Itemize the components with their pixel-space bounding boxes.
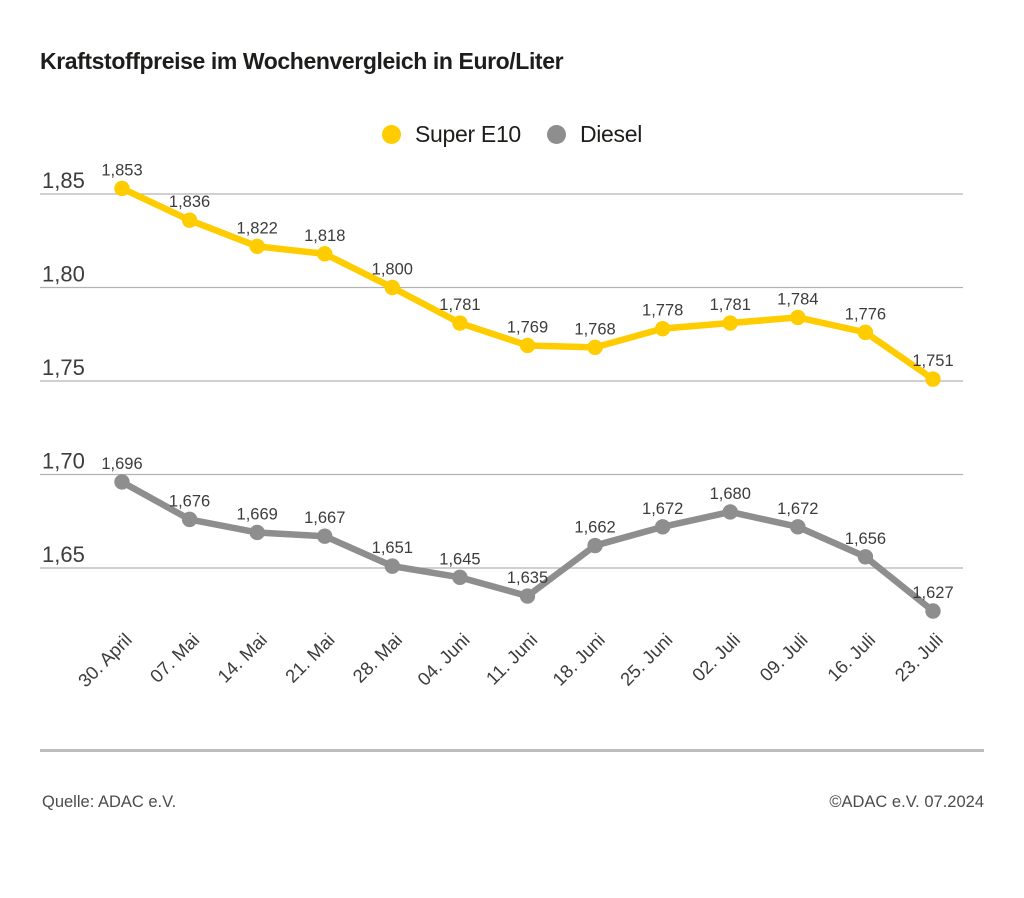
y-tick-label: 1,85 (42, 168, 85, 193)
data-point-label: 1,651 (372, 539, 413, 557)
data-point (317, 246, 333, 262)
data-point (857, 549, 874, 565)
data-point (722, 315, 738, 331)
x-tick-label: 09. Juli (755, 629, 811, 685)
data-point-label: 1,776 (845, 305, 886, 323)
y-tick-label: 1,65 (42, 542, 85, 567)
footer: Quelle: ADAC e.V. ©ADAC e.V. 07.2024 (42, 793, 984, 812)
x-tick-label: 23. Juli (891, 629, 947, 685)
data-point-label: 1,669 (237, 505, 278, 523)
legend-item-super-e10: Super E10 (381, 121, 521, 148)
data-point (857, 324, 874, 341)
y-tick-label: 1,75 (42, 355, 85, 380)
x-tick-label: 25. Juni (616, 629, 677, 690)
data-point-label: 1,645 (439, 550, 480, 568)
data-point-label: 1,781 (710, 296, 751, 314)
data-point-label: 1,696 (101, 455, 142, 473)
data-point-label: 1,769 (507, 318, 548, 336)
data-point (654, 320, 671, 337)
data-point-label: 1,818 (304, 227, 345, 245)
data-point (114, 180, 130, 197)
x-tick-label: 07. Mai (146, 629, 204, 687)
data-point (519, 337, 536, 354)
data-point-label: 1,667 (304, 509, 345, 527)
data-point (452, 315, 468, 331)
data-point-label: 1,635 (507, 569, 548, 587)
legend-item-diesel: Diesel (546, 121, 643, 148)
data-point (722, 504, 738, 520)
data-point-label: 1,800 (372, 261, 413, 279)
data-point-label: 1,656 (845, 530, 886, 548)
data-point-label: 1,672 (642, 500, 683, 518)
x-tick-label: 30. April (74, 629, 136, 691)
data-point (587, 537, 603, 554)
data-point (519, 588, 536, 604)
legend-dot-diesel-icon (546, 125, 566, 144)
data-point-label: 1,853 (101, 161, 142, 179)
data-point (384, 558, 401, 574)
data-point-label: 1,662 (574, 519, 615, 537)
data-point-label: 1,672 (777, 500, 818, 518)
data-point-label: 1,822 (237, 219, 278, 237)
data-point-label: 1,781 (439, 296, 480, 314)
x-tick-label: 02. Juli (688, 629, 744, 685)
source-note: Quelle: ADAC e.V. (42, 793, 177, 811)
data-point-label: 1,627 (912, 584, 953, 602)
legend-dot-super-e10-icon (381, 125, 401, 144)
data-point (317, 528, 333, 544)
data-point (452, 569, 468, 586)
x-tick-label: 14. Mai (213, 629, 271, 687)
data-point-label: 1,751 (912, 352, 953, 370)
data-point (181, 212, 198, 228)
footer-divider (40, 749, 984, 752)
legend-label-super-e10: Super E10 (414, 121, 521, 147)
data-point (587, 339, 603, 356)
data-point (925, 371, 941, 387)
data-point (181, 511, 198, 528)
data-point-label: 1,836 (169, 193, 210, 211)
x-tick-label: 21. Mai (281, 629, 339, 687)
chart-title: Kraftstoffpreise im Wochenvergleich in E… (40, 48, 564, 74)
data-point-label: 1,778 (642, 302, 683, 320)
x-tick-label: 11. Juni (482, 629, 542, 689)
data-point-label: 1,676 (169, 492, 210, 510)
data-point (790, 309, 806, 326)
data-point-label: 1,768 (574, 320, 615, 338)
legend-label-diesel: Diesel (579, 121, 643, 147)
data-point (925, 603, 941, 619)
data-point-label: 1,784 (777, 290, 818, 308)
data-point (114, 474, 130, 490)
data-point (790, 519, 806, 535)
x-tick-label: 28. Mai (348, 629, 406, 687)
copyright-note: ©ADAC e.V. 07.2024 (829, 793, 984, 811)
y-tick-label: 1,80 (42, 262, 85, 287)
data-point-label: 1,680 (710, 485, 751, 503)
data-point (384, 279, 401, 296)
x-tick-label: 04. Juni (413, 629, 474, 690)
x-tick-label: 18. Juni (548, 629, 609, 690)
y-tick-label: 1,70 (42, 449, 85, 474)
x-tick-label: 16. Juli (823, 629, 879, 685)
data-point (249, 238, 265, 255)
data-point (654, 519, 671, 535)
chart-legend: Super E10 Diesel (0, 121, 1024, 148)
data-point (249, 524, 265, 541)
